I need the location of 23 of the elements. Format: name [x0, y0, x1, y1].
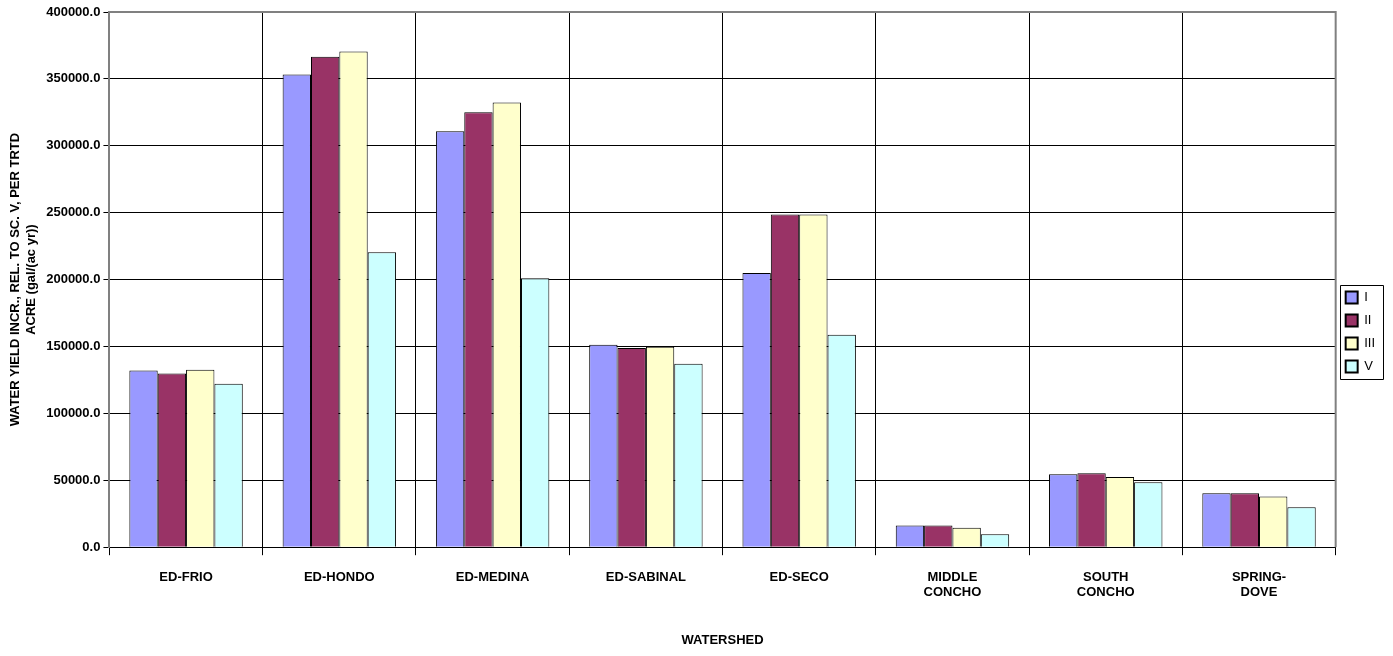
x-tick-label: MIDDLE CONCHO [923, 568, 982, 600]
y-tick-label: 200000.0 [46, 271, 101, 287]
legend-label: II [1364, 312, 1372, 328]
x-tick-label: ED-SECO [769, 568, 829, 584]
y-tick-label: 50000.0 [53, 471, 101, 487]
x-tick-label: ED-HONDO [303, 568, 375, 584]
y-tick-label: 300000.0 [46, 137, 101, 153]
y-tick-label: 100000.0 [46, 404, 101, 420]
legend-label: III [1364, 335, 1376, 351]
y-tick-label: 0.0 [82, 538, 101, 554]
x-tick-label: SOUTH CONCHO [1076, 568, 1135, 600]
x-tick-label: ED-FRIO [159, 568, 213, 584]
y-axis-title: WATER YIELD INCR., REL. TO SC. V, PER TRTD ACRE (gal/(ac yr)) [7, 132, 38, 427]
legend-label: V [1364, 358, 1374, 374]
y-tick-label: 400000.0 [46, 3, 101, 19]
x-tick-label: SPRING-DOVE [1231, 568, 1287, 600]
legend-label: I [1364, 289, 1368, 305]
y-tick-label: 350000.0 [46, 70, 101, 86]
x-tick-label: ED-MEDINA [455, 568, 531, 584]
x-tick-label: ED-SABINAL [605, 568, 687, 584]
x-axis-title: WATERSHED [681, 631, 764, 647]
y-tick-label: 150000.0 [46, 338, 101, 354]
y-tick-label: 250000.0 [46, 204, 101, 220]
